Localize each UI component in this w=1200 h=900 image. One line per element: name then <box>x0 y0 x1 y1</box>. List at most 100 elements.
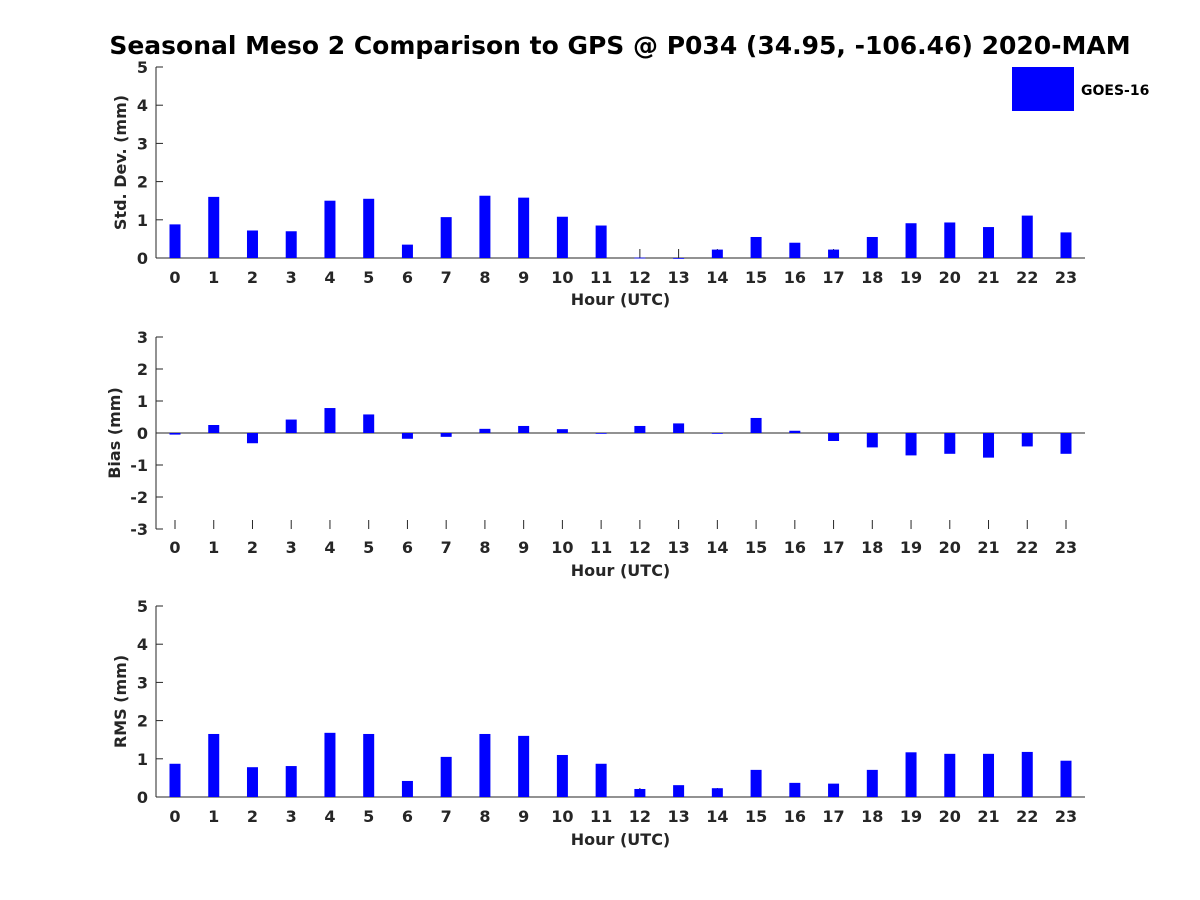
std-bar-11 <box>595 225 607 258</box>
std-xtick-label: 15 <box>745 268 767 287</box>
bias-xtick-label: 12 <box>629 538 651 557</box>
rms-xtick-label: 8 <box>479 807 490 826</box>
rms-ytick-label: 3 <box>137 673 148 692</box>
std-xtick-label: 19 <box>900 268 922 287</box>
bias-bar-12 <box>634 425 646 433</box>
rms-xtick-label: 15 <box>745 807 767 826</box>
rms-xtick-label: 17 <box>822 807 844 826</box>
bias-ytick-label: -2 <box>130 488 148 507</box>
std-xtick-label: 10 <box>551 268 573 287</box>
rms-ytick-label: 0 <box>137 788 148 807</box>
std-ytick-label: 5 <box>137 58 148 77</box>
rms-xtick-label: 18 <box>861 807 883 826</box>
rms-bar-23 <box>1060 760 1072 797</box>
rms-bar-5 <box>363 733 375 797</box>
rms-ytick-label: 1 <box>137 750 148 769</box>
std-xtick-label: 1 <box>208 268 219 287</box>
std-bar-10 <box>556 216 568 258</box>
rms-bar-9 <box>518 735 530 797</box>
rms-bar-22 <box>1021 751 1033 797</box>
std-ytick-label: 1 <box>137 211 148 230</box>
rms-bar-18 <box>866 769 878 797</box>
bias-bar-10 <box>556 429 568 433</box>
rms-xtick-label: 14 <box>706 807 728 826</box>
rms-xtick-label: 13 <box>667 807 689 826</box>
rms-xtick-label: 6 <box>402 807 413 826</box>
std-bar-1 <box>208 196 220 258</box>
rms-bar-15 <box>750 769 762 797</box>
rms-bar-7 <box>440 756 452 797</box>
bias-ytick-label: 2 <box>137 360 148 379</box>
std-xtick-label: 16 <box>784 268 806 287</box>
rms-ytick-label: 5 <box>137 597 148 616</box>
rms-xtick-label: 4 <box>324 807 335 826</box>
bias-xtick-label: 17 <box>822 538 844 557</box>
bias-xtick-label: 7 <box>441 538 452 557</box>
std-bar-17 <box>828 249 840 258</box>
rms-xtick-label: 2 <box>247 807 258 826</box>
bias-xtick-label: 13 <box>667 538 689 557</box>
rms-xtick-label: 21 <box>977 807 999 826</box>
rms-bar-14 <box>711 788 723 797</box>
rms-xtick-label: 16 <box>784 807 806 826</box>
bias-bar-16 <box>789 430 801 433</box>
rms-xtick-label: 0 <box>169 807 180 826</box>
std-bar-5 <box>363 198 375 258</box>
std-bar-3 <box>285 231 297 258</box>
rms-xtick-label: 5 <box>363 807 374 826</box>
bias-ytick-label: 0 <box>137 424 148 443</box>
std-y-label: Std. Dev. (mm) <box>111 95 130 230</box>
bias-xtick-label: 9 <box>518 538 529 557</box>
rms-bar-16 <box>789 782 801 797</box>
bias-bar-15 <box>750 417 762 433</box>
std-xtick-label: 13 <box>667 268 689 287</box>
std-xtick-label: 9 <box>518 268 529 287</box>
bias-bar-5 <box>363 414 375 433</box>
rms-xtick-label: 19 <box>900 807 922 826</box>
bias-xtick-label: 10 <box>551 538 573 557</box>
std-bar-21 <box>983 227 995 258</box>
legend-swatch <box>1012 67 1074 111</box>
std-bar-23 <box>1060 232 1072 258</box>
rms-bar-10 <box>556 754 568 797</box>
bias-bar-8 <box>479 428 491 433</box>
rms-xtick-label: 1 <box>208 807 219 826</box>
std-xtick-label: 7 <box>441 268 452 287</box>
bias-bar-22 <box>1021 433 1033 447</box>
std-bar-0 <box>169 224 181 258</box>
std-bar-14 <box>711 249 723 258</box>
rms-bar-2 <box>246 767 258 797</box>
rms-bar-21 <box>983 753 995 797</box>
std-xtick-label: 6 <box>402 268 413 287</box>
bias-xtick-label: 19 <box>900 538 922 557</box>
std-x-label: Hour (UTC) <box>571 290 671 309</box>
std-xtick-label: 22 <box>1016 268 1038 287</box>
bias-bar-20 <box>944 433 956 454</box>
std-xtick-label: 5 <box>363 268 374 287</box>
bias-xtick-label: 4 <box>324 538 335 557</box>
rms-xtick-label: 3 <box>286 807 297 826</box>
std-xtick-label: 17 <box>822 268 844 287</box>
std-bar-18 <box>866 236 878 258</box>
std-bar-15 <box>750 236 762 258</box>
bias-ytick-label: -3 <box>130 520 148 539</box>
std-xtick-label: 0 <box>169 268 180 287</box>
bias-xtick-label: 2 <box>247 538 258 557</box>
std-ytick-label: 2 <box>137 173 148 192</box>
rms-bar-17 <box>828 783 840 797</box>
std-xtick-label: 23 <box>1055 268 1077 287</box>
std-xtick-label: 18 <box>861 268 883 287</box>
bias-bar-9 <box>518 425 530 433</box>
std-bar-16 <box>789 242 801 258</box>
std-xtick-label: 21 <box>977 268 999 287</box>
std-bar-20 <box>944 222 956 258</box>
rms-xtick-label: 23 <box>1055 807 1077 826</box>
std-xtick-label: 2 <box>247 268 258 287</box>
bias-xtick-label: 21 <box>977 538 999 557</box>
bias-bar-1 <box>208 425 220 433</box>
legend: GOES-16 <box>1012 67 1149 111</box>
bias-bar-21 <box>983 433 995 458</box>
